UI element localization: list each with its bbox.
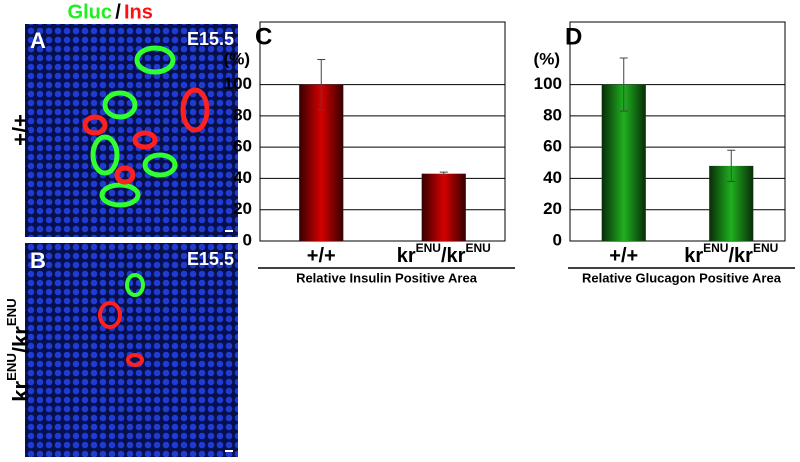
- x-axis-label: Relative Insulin Positive Area: [296, 270, 478, 285]
- y-tick-label: 0: [243, 230, 252, 249]
- y-tick-label: 100: [224, 74, 252, 93]
- y-tick-label: 100: [534, 74, 562, 93]
- label: krENU/krENU: [5, 298, 33, 401]
- label-part: kr: [8, 380, 33, 401]
- label-part: +/+: [307, 245, 336, 267]
- y-tick-label: 40: [543, 168, 562, 187]
- error-bar: [619, 57, 628, 112]
- stain-label: Ins: [124, 1, 153, 23]
- y-tick-label: 0: [553, 230, 562, 249]
- superscript: ENU: [703, 241, 728, 255]
- micrograph: [25, 243, 238, 457]
- y-tick-label: 20: [543, 199, 562, 218]
- y-tick-label: 80: [543, 105, 562, 124]
- label: krENU/krENU: [397, 241, 491, 267]
- label-part: +/+: [609, 245, 638, 267]
- label: +/+: [609, 245, 638, 267]
- error-bar: [439, 171, 448, 176]
- bar-shade: [299, 84, 344, 241]
- label-part: /kr: [728, 245, 753, 267]
- stage-label: E15.5: [187, 249, 234, 269]
- plot-frame: [259, 21, 506, 242]
- scale-bar: [225, 450, 233, 452]
- label-part: kr: [397, 245, 416, 267]
- panel-letter: A: [30, 28, 46, 53]
- y-tick-label: 40: [233, 168, 252, 187]
- error-bar: [727, 149, 736, 183]
- stage-label: E15.5: [187, 29, 234, 49]
- superscript: ENU: [416, 241, 441, 255]
- label: +/+: [307, 245, 336, 267]
- y-tick-label: 60: [543, 137, 562, 156]
- y-axis-label: (%): [534, 49, 560, 68]
- label: +/+: [8, 114, 33, 146]
- error-bar: [317, 59, 326, 111]
- superscript: ENU: [5, 298, 20, 326]
- y-tick-label: 20: [233, 199, 252, 218]
- bar-shade: [421, 173, 466, 241]
- y-tick-label: 80: [233, 105, 252, 124]
- stain-label: /: [115, 1, 121, 23]
- label-part: /kr: [441, 245, 466, 267]
- panel-letter: D: [565, 23, 582, 50]
- superscript: ENU: [753, 241, 778, 255]
- label: krENU/krENU: [684, 241, 778, 267]
- label-part: /kr: [8, 326, 33, 353]
- label-part: kr: [684, 245, 703, 267]
- scale-bar: [225, 230, 233, 232]
- superscript: ENU: [465, 241, 490, 255]
- x-axis-label: Relative Glucagon Positive Area: [582, 270, 782, 285]
- stain: [98, 273, 145, 367]
- panel-letter: C: [255, 23, 272, 50]
- y-axis-label: (%): [224, 49, 250, 68]
- stain: [82, 45, 210, 208]
- superscript: ENU: [5, 353, 20, 381]
- stain-label: Gluc: [68, 1, 112, 23]
- y-tick-label: 60: [233, 137, 252, 156]
- panel-letter: B: [30, 248, 46, 273]
- label-part: +/+: [8, 114, 33, 146]
